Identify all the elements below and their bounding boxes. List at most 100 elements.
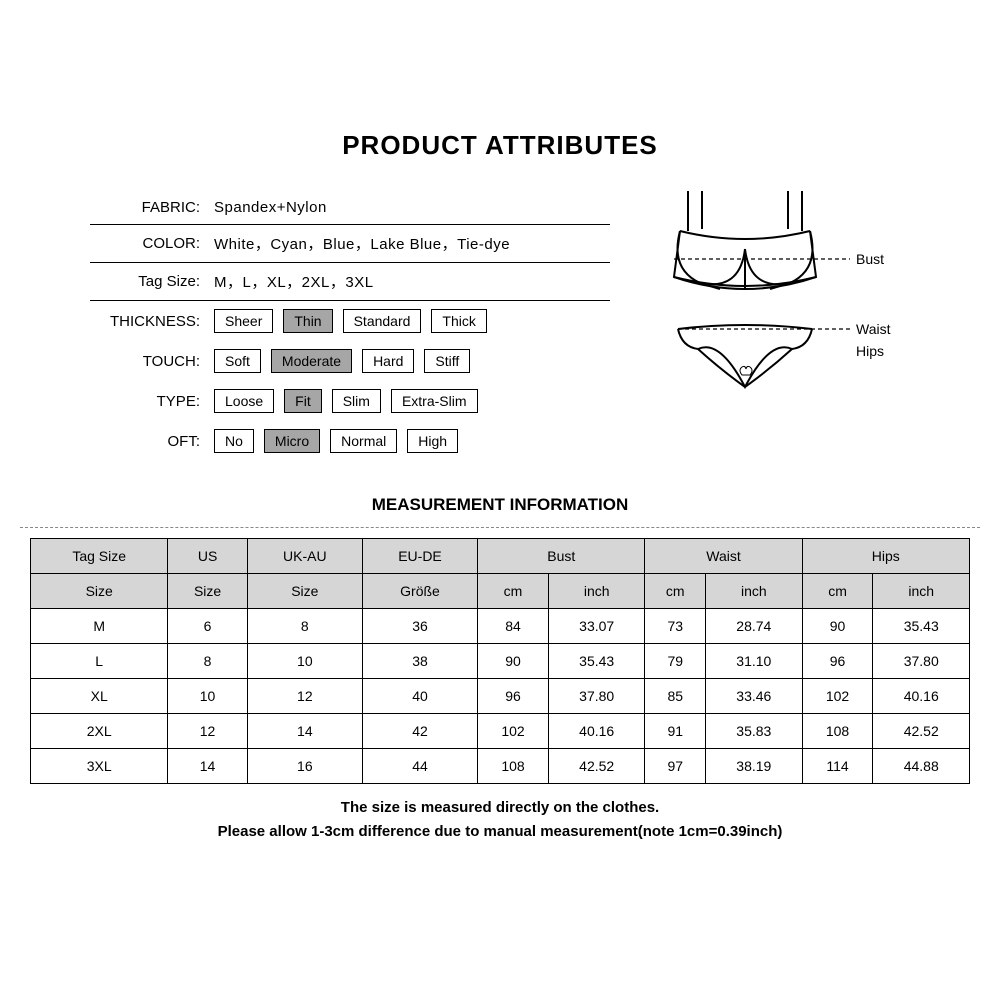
measurement-title: MEASUREMENT INFORMATION (0, 495, 1000, 515)
attr-label-fabric: FABRIC: (90, 199, 214, 216)
table-cell: 44.88 (873, 749, 970, 784)
divider (20, 527, 980, 528)
option-chip[interactable]: Thick (431, 309, 486, 333)
table-cell: 90 (802, 609, 873, 644)
table-cell: 33.07 (548, 609, 645, 644)
diagram-svg: Bust Waist Hips (640, 191, 910, 421)
table-header-cell: inch (873, 574, 970, 609)
table-cell: 37.80 (873, 644, 970, 679)
attributes-list: FABRIC: Spandex+Nylon COLOR: White，Cyan，… (90, 191, 610, 461)
attr-color: COLOR: White，Cyan，Blue，Lake Blue，Tie-dye (90, 225, 610, 263)
table-header-cell: cm (645, 574, 706, 609)
option-chip[interactable]: Hard (362, 349, 414, 373)
table-header-row-1: Tag SizeUSUK-AUEU-DEBustWaistHips (31, 539, 970, 574)
option-chip[interactable]: High (407, 429, 458, 453)
table-header-cell: cm (802, 574, 873, 609)
table-cell: 12 (247, 679, 362, 714)
table-cell: 42.52 (873, 714, 970, 749)
table-header-cell: UK-AU (247, 539, 362, 574)
oft-options: No Micro Normal High (214, 429, 458, 453)
table-cell: 42 (362, 714, 477, 749)
table-row: 2XL12144210240.169135.8310842.52 (31, 714, 970, 749)
table-cell: 14 (168, 749, 247, 784)
table-header-cell: inch (548, 574, 645, 609)
table-cell: 114 (802, 749, 873, 784)
footnote-line-2: Please allow 1-3cm difference due to man… (0, 820, 1000, 844)
table-row: 3XL14164410842.529738.1911444.88 (31, 749, 970, 784)
table-cell: 31.10 (706, 644, 803, 679)
table-header-cell: inch (706, 574, 803, 609)
table-cell: 79 (645, 644, 706, 679)
table-cell: 96 (802, 644, 873, 679)
table-row: XL1012409637.808533.4610240.16 (31, 679, 970, 714)
page-title: PRODUCT ATTRIBUTES (0, 130, 1000, 161)
table-cell: 38.19 (706, 749, 803, 784)
attr-touch: TOUCH: SoftModerateHardStiff (90, 341, 610, 381)
table-cell: 102 (478, 714, 549, 749)
option-chip[interactable]: Soft (214, 349, 261, 373)
diagram-label-bust: Bust (856, 251, 884, 267)
table-cell: 40.16 (548, 714, 645, 749)
option-chip[interactable]: Fit (284, 389, 322, 413)
table-cell: 91 (645, 714, 706, 749)
table-cell: M (31, 609, 168, 644)
option-chip[interactable]: Extra-Slim (391, 389, 478, 413)
attr-type: TYPE: Loose Fit Slim Extra-Slim (90, 381, 610, 421)
table-header-cell: Hips (802, 539, 969, 574)
table-cell: 8 (168, 644, 247, 679)
attr-label-type: TYPE: (90, 393, 214, 410)
attr-fabric: FABRIC: Spandex+Nylon (90, 191, 610, 225)
page: PRODUCT ATTRIBUTES FABRIC: Spandex+Nylon… (0, 0, 1000, 1000)
type-options: Loose Fit Slim Extra-Slim (214, 389, 478, 413)
table-cell: 108 (802, 714, 873, 749)
option-chip[interactable]: Normal (330, 429, 397, 453)
option-chip[interactable]: Micro (264, 429, 320, 453)
attr-tagsize: Tag Size: M，L，XL，2XL，3XL (90, 263, 610, 301)
garment-diagram: Bust Waist Hips (640, 191, 910, 426)
table-header-cell: Tag Size (31, 539, 168, 574)
size-table: Tag SizeUSUK-AUEU-DEBustWaistHips SizeSi… (30, 538, 970, 784)
table-cell: 8 (247, 609, 362, 644)
attr-label-oft: OFT: (90, 433, 214, 450)
option-chip[interactable]: Standard (343, 309, 422, 333)
table-cell: XL (31, 679, 168, 714)
attr-oft: OFT: No Micro Normal High (90, 421, 610, 461)
table-cell: 14 (247, 714, 362, 749)
table-header-cell: Waist (645, 539, 802, 574)
attr-label-color: COLOR: (90, 235, 214, 252)
table-cell: 10 (168, 679, 247, 714)
table-cell: 10 (247, 644, 362, 679)
table-cell: 42.52 (548, 749, 645, 784)
table-cell: 73 (645, 609, 706, 644)
table-cell: 96 (478, 679, 549, 714)
table-header-cell: Größe (362, 574, 477, 609)
option-chip[interactable]: Thin (283, 309, 332, 333)
diagram-label-waist: Waist (856, 321, 891, 337)
attr-value-fabric: Spandex+Nylon (214, 199, 610, 216)
table-cell: 35.43 (873, 609, 970, 644)
option-chip[interactable]: Moderate (271, 349, 352, 373)
table-header-cell: cm (478, 574, 549, 609)
thickness-options: Sheer Thin Standard Thick (214, 309, 487, 333)
option-chip[interactable]: Sheer (214, 309, 273, 333)
table-cell: 38 (362, 644, 477, 679)
table-cell: 90 (478, 644, 549, 679)
table-cell: 12 (168, 714, 247, 749)
option-chip[interactable]: Slim (332, 389, 381, 413)
table-cell: 6 (168, 609, 247, 644)
table-header-cell: Size (247, 574, 362, 609)
attributes-section: FABRIC: Spandex+Nylon COLOR: White，Cyan，… (0, 191, 1000, 461)
option-chip[interactable]: No (214, 429, 254, 453)
table-cell: 35.43 (548, 644, 645, 679)
table-header-cell: EU-DE (362, 539, 477, 574)
table-cell: 108 (478, 749, 549, 784)
option-chip[interactable]: Stiff (424, 349, 470, 373)
diagram-label-hips: Hips (856, 343, 884, 359)
table-row: L810389035.437931.109637.80 (31, 644, 970, 679)
table-cell: 2XL (31, 714, 168, 749)
table-cell: L (31, 644, 168, 679)
table-cell: 36 (362, 609, 477, 644)
option-chip[interactable]: Loose (214, 389, 274, 413)
table-cell: 37.80 (548, 679, 645, 714)
table-row: M68368433.077328.749035.43 (31, 609, 970, 644)
